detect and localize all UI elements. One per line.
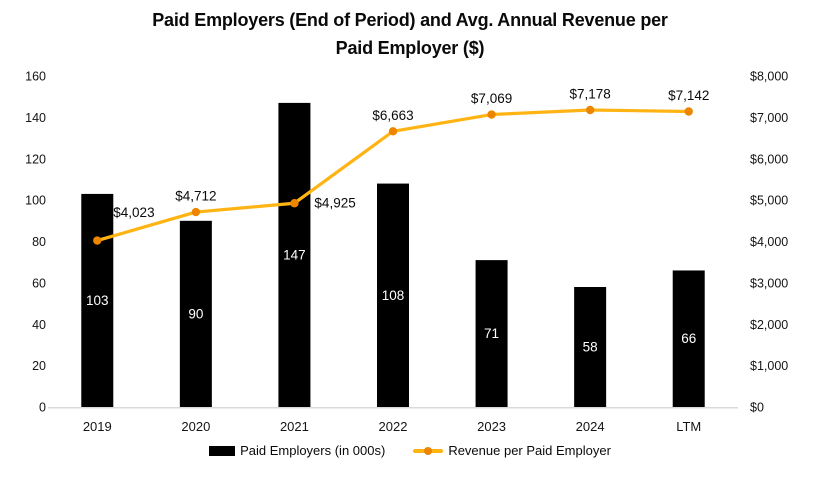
bar-label-2020: 90: [188, 306, 203, 321]
legend-item-paid-employers: Paid Employers (in 000s): [209, 443, 385, 458]
line-label-2019: $4,023: [113, 205, 154, 220]
bar-2020: [179, 220, 212, 407]
line-marker-2020: [191, 207, 201, 217]
x-axis-label-LTM: LTM: [676, 419, 701, 434]
chart-title-line2: Paid Employer ($): [335, 38, 485, 58]
left-axis-tick-0: 0: [39, 401, 46, 415]
bar-2024: [574, 287, 607, 407]
line-label-2021: $4,925: [314, 196, 355, 211]
line-marker-2024: [585, 105, 595, 115]
line-label-2023: $7,069: [471, 91, 512, 106]
bar-label-2021: 147: [283, 247, 306, 262]
x-axis-label-2021: 2021: [280, 419, 309, 434]
right-axis-tick-6: $6,000: [750, 152, 788, 166]
left-axis-tick-120: 120: [25, 152, 46, 166]
legend-label-revenue: Revenue per Paid Employer: [448, 443, 611, 458]
bar-swatch-icon: [209, 445, 236, 456]
bar-label-2023: 71: [484, 326, 499, 341]
right-axis-tick-3: $3,000: [750, 276, 788, 290]
left-axis-tick-160: 160: [25, 70, 46, 84]
bar-2023: [475, 260, 508, 407]
chart-title: Paid Employers (End of Period) and Avg. …: [0, 6, 820, 62]
bar-2022: [377, 183, 409, 407]
left-axis-tick-20: 20: [32, 359, 46, 373]
legend-item-revenue: Revenue per Paid Employer: [413, 443, 611, 458]
bar-label-2019: 103: [86, 293, 109, 308]
line-marker-LTM: [684, 107, 693, 116]
x-axis-label-2024: 2024: [576, 419, 605, 434]
line-marker-2019: [93, 236, 102, 245]
bar-label-2024: 58: [583, 340, 598, 355]
line-label-2024: $7,178: [569, 87, 610, 102]
legend-label-paid-employers: Paid Employers (in 000s): [240, 443, 386, 458]
chart-title-line1: Paid Employers (End of Period) and Avg. …: [152, 10, 668, 30]
x-axis-label-2020: 2020: [181, 419, 210, 434]
bar-2021: [278, 102, 311, 408]
left-axis-tick-60: 60: [32, 276, 46, 290]
bar-LTM: [672, 270, 705, 407]
right-axis-tick-8: $8,000: [750, 70, 788, 84]
left-axis-tick-80: 80: [32, 235, 46, 249]
line-marker-2023: [487, 110, 496, 119]
right-axis-tick-0: $0: [750, 401, 764, 415]
left-axis-tick-40: 40: [32, 318, 46, 332]
bar-label-LTM: 66: [681, 331, 696, 346]
right-axis-tick-5: $5,000: [750, 194, 788, 208]
right-axis-tick-4: $4,000: [750, 235, 788, 249]
line-marker-icon: [424, 446, 433, 455]
x-axis-label-2023: 2023: [477, 419, 506, 434]
x-axis-label-2022: 2022: [379, 419, 408, 434]
right-axis-tick-2: $2,000: [750, 318, 788, 332]
line-label-2022: $6,663: [372, 108, 413, 123]
left-axis-tick-100: 100: [25, 194, 46, 208]
bar-label-2022: 108: [382, 288, 405, 303]
right-axis-tick-1: $1,000: [750, 359, 788, 373]
left-axis-tick-140: 140: [25, 111, 46, 125]
right-axis-tick-7: $7,000: [750, 111, 788, 125]
x-axis-label-2019: 2019: [83, 419, 112, 434]
line-swatch-icon: [413, 446, 444, 455]
legend: Paid Employers (in 000s) Revenue per Pai…: [0, 443, 820, 458]
line-label-2020: $4,712: [175, 189, 216, 204]
line-marker-2022: [388, 127, 398, 136]
line-marker-2021: [290, 199, 299, 208]
line-label-LTM: $7,142: [668, 88, 709, 103]
bar-2019: [81, 193, 114, 407]
